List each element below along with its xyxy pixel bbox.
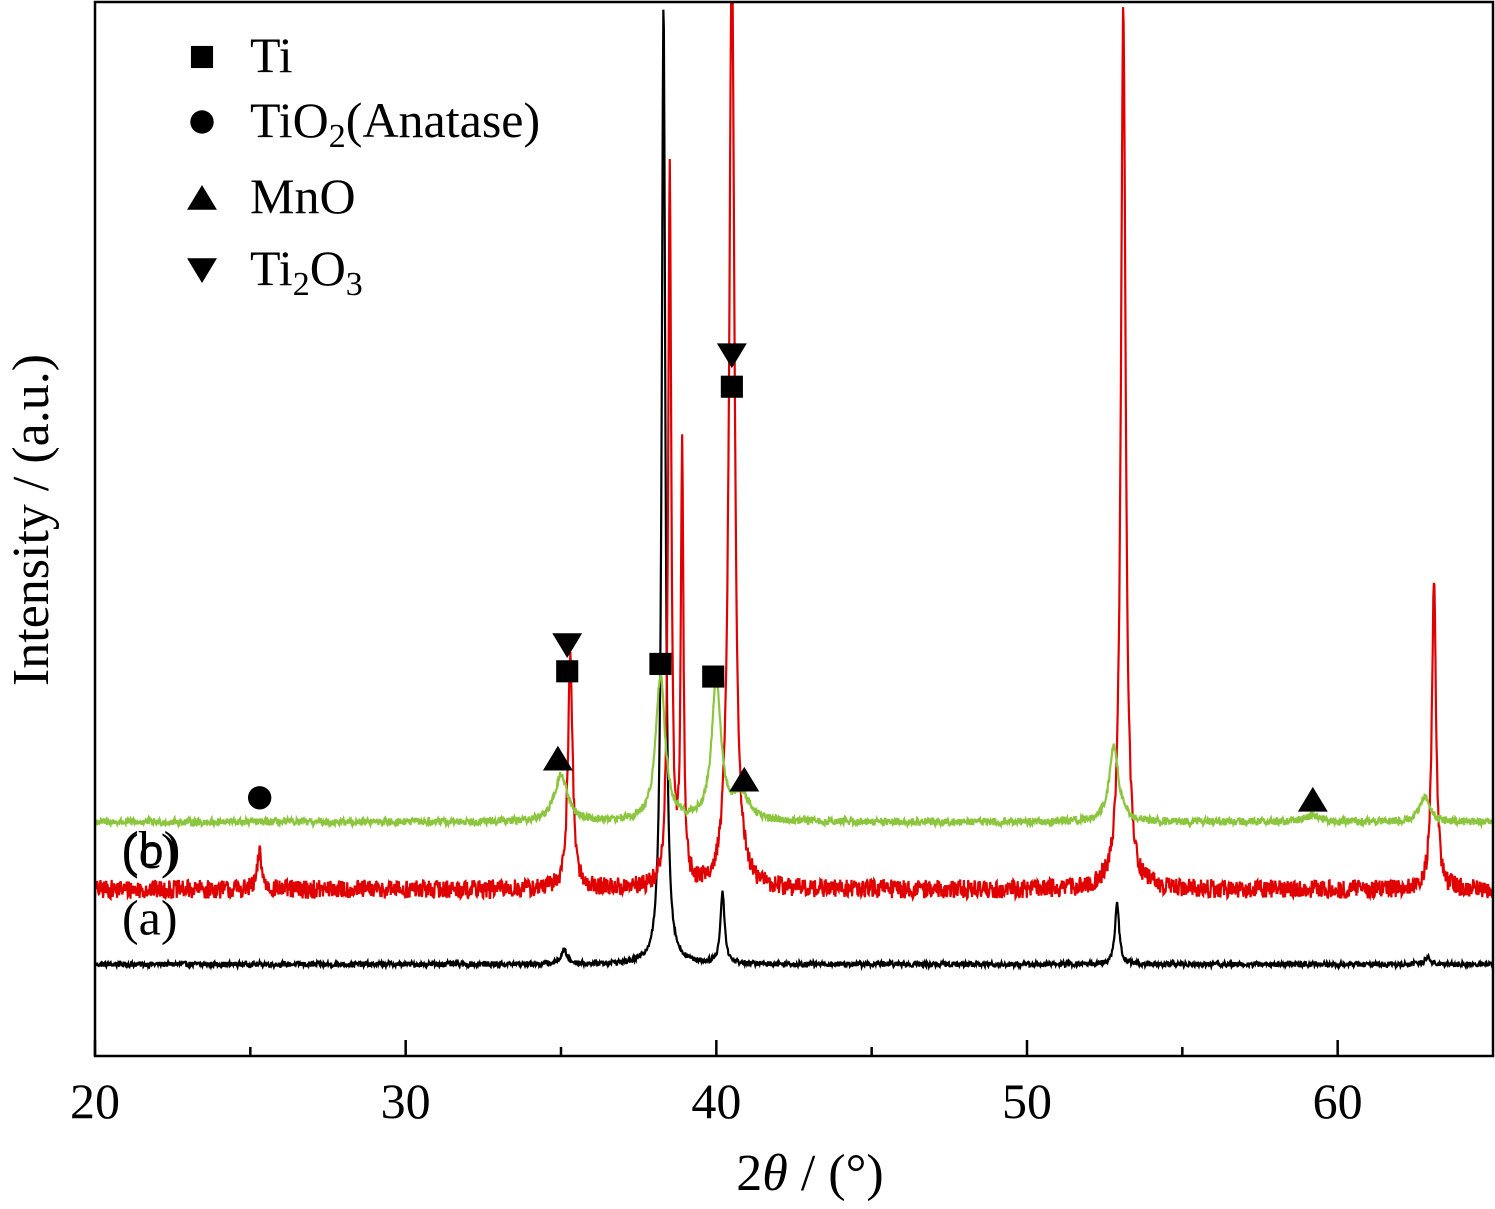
series-label-c: (c)	[122, 823, 178, 879]
triangle-up-icon	[187, 185, 217, 210]
phase-marker-triangle-up	[1297, 786, 1328, 812]
x-axis-title-prefix: 2	[736, 1145, 762, 1202]
plot-frame	[93, 0, 1495, 1058]
x-tick-label-60: 60	[1313, 1073, 1363, 1129]
circle-icon	[190, 110, 214, 134]
series-line-a	[95, 9, 1493, 972]
series-label-b: (b)	[122, 820, 180, 876]
series-line-b	[95, 2, 1493, 903]
y-axis-title: Intensity / (a.u.)	[3, 354, 60, 686]
legend-label: Ti	[250, 27, 293, 83]
legend-entry-ti: Ti	[190, 27, 293, 83]
legend-label: MnO	[250, 168, 356, 224]
phase-marker-triangle-down	[552, 633, 583, 658]
legend: Ti TiO2(Anatase) MnO Ti2O3	[187, 27, 540, 303]
phase-marker-triangle-down	[716, 343, 747, 369]
series-line-c	[95, 671, 1493, 830]
x-tick-label-50: 50	[1002, 1073, 1052, 1129]
series-labels: (a) (b)(c)	[122, 820, 180, 945]
phase-marker-triangle-up	[542, 745, 573, 771]
x-tick-label-20: 20	[70, 1073, 120, 1129]
legend-entry-mno: MnO	[187, 168, 356, 224]
phase-marker-group	[247, 343, 1328, 812]
x-axis-title: 2θ / (°)	[736, 1145, 883, 1202]
legend-entry-ti2o3: Ti2O3	[187, 240, 363, 303]
legend-label: Ti2O3	[250, 240, 363, 303]
phase-marker-square	[720, 375, 743, 398]
series-group	[95, 2, 1493, 972]
legend-label: TiO2(Anatase)	[250, 92, 540, 155]
x-axis-ticks: 20 30 40 50 60	[70, 1040, 1363, 1129]
phase-marker-square	[556, 660, 579, 683]
x-tick-label-30: 30	[381, 1073, 431, 1129]
phase-marker-square	[702, 665, 725, 688]
legend-entry-tio2-anatase: TiO2(Anatase)	[190, 92, 540, 155]
phase-marker-triangle-up	[729, 766, 760, 792]
series-label-a: (a)	[122, 889, 178, 945]
square-icon	[190, 45, 214, 69]
x-tick-label-40: 40	[691, 1073, 741, 1129]
x-axis-title-suffix: / (°)	[788, 1145, 884, 1202]
x-axis-title-symbol: θ	[762, 1145, 788, 1202]
phase-marker-square	[649, 652, 672, 675]
triangle-down-icon	[187, 258, 217, 283]
phase-marker-circle	[247, 786, 272, 810]
